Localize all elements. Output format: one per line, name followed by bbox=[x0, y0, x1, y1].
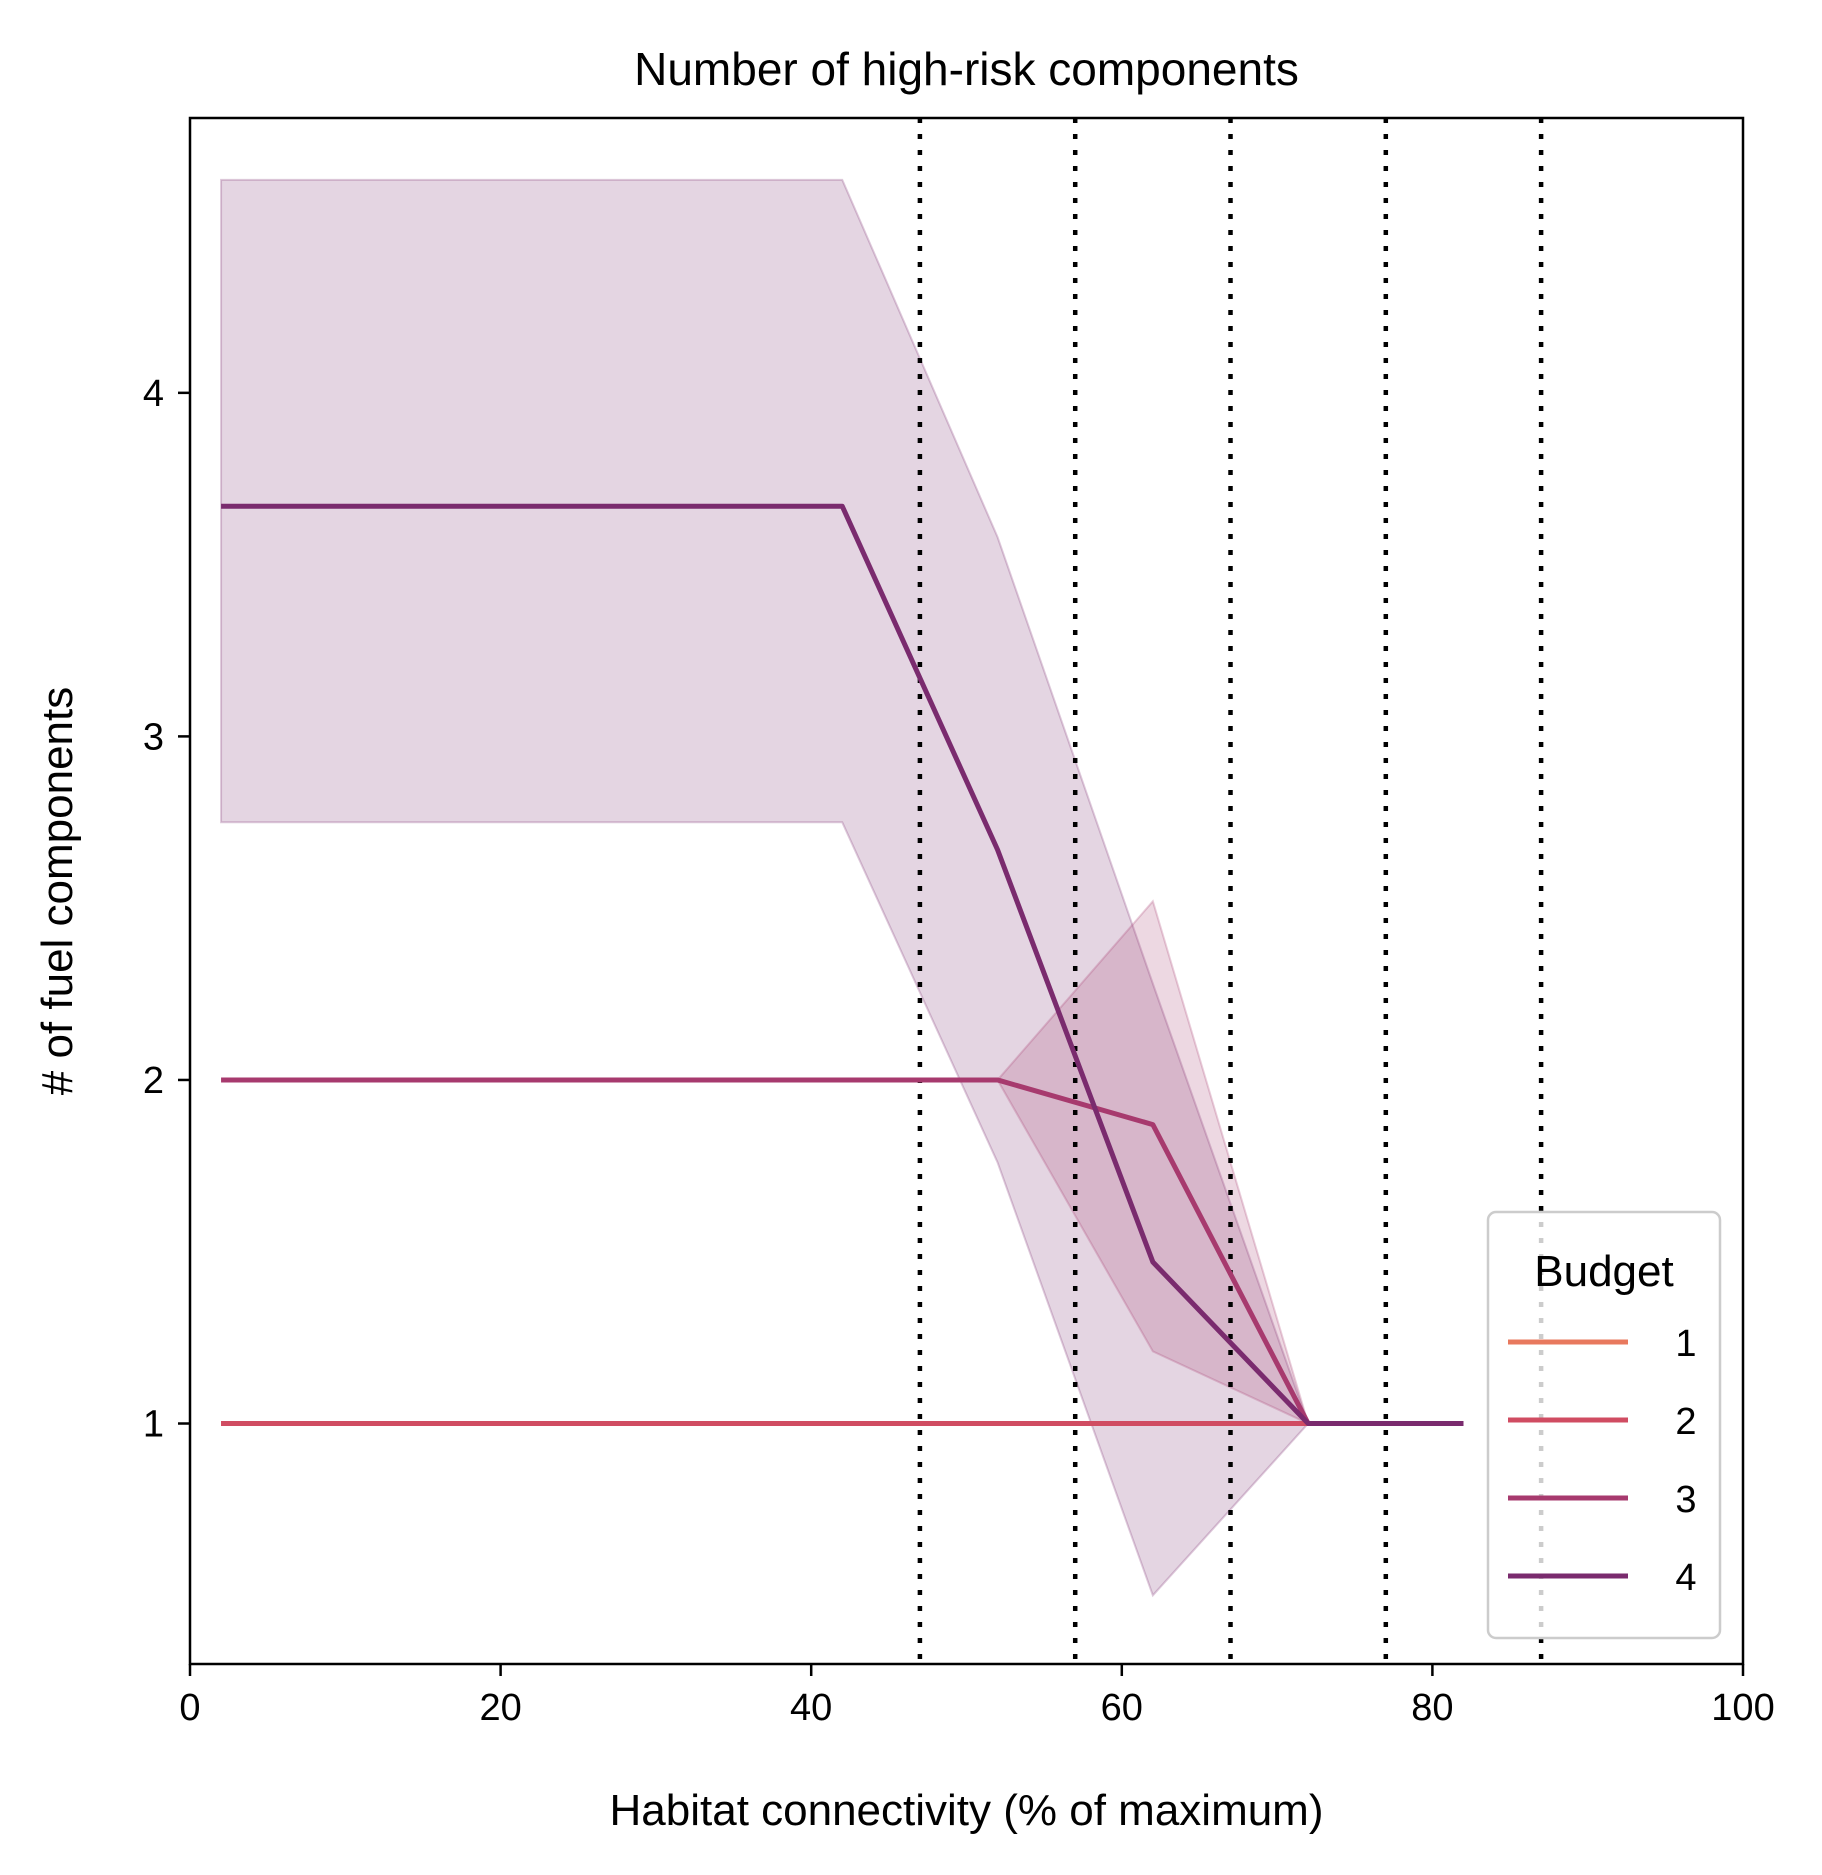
chart-title: Number of high-risk components bbox=[634, 43, 1299, 95]
series-lines bbox=[221, 503, 1464, 1427]
x-tick-label: 20 bbox=[479, 1687, 521, 1729]
y-tick-label: 2 bbox=[143, 1060, 164, 1102]
x-tick-label: 0 bbox=[179, 1687, 200, 1729]
legend-label-3: 3 bbox=[1675, 1479, 1696, 1521]
y-tick-label: 4 bbox=[143, 373, 164, 415]
x-tick-label: 80 bbox=[1411, 1687, 1453, 1729]
reference-lines bbox=[917, 118, 1544, 1664]
legend-label-2: 2 bbox=[1675, 1401, 1696, 1443]
x-tick-label: 60 bbox=[1101, 1687, 1143, 1729]
x-tick-label: 40 bbox=[790, 1687, 832, 1729]
y-tick-label: 1 bbox=[143, 1404, 164, 1446]
legend-label-4: 4 bbox=[1675, 1557, 1696, 1599]
legend: Budget 1 2 3 4 bbox=[1486, 1210, 1722, 1640]
x-axis-label: Habitat connectivity (% of maximum) bbox=[610, 1786, 1324, 1835]
line-budget-4 bbox=[221, 503, 1464, 1427]
legend-label-1: 1 bbox=[1675, 1323, 1696, 1365]
y-tick-label: 3 bbox=[143, 716, 164, 758]
y-axis-ticks: 1 2 3 4 bbox=[143, 373, 190, 1446]
x-axis-ticks: 0 20 40 60 80 100 bbox=[179, 1664, 1775, 1729]
x-tick-label: 100 bbox=[1711, 1687, 1774, 1729]
legend-items: 1 2 3 4 bbox=[1508, 1323, 1697, 1599]
y-axis-label: # of fuel components bbox=[33, 687, 82, 1095]
legend-box bbox=[1486, 1210, 1722, 1640]
plot-frame bbox=[188, 116, 1745, 1666]
legend-title: Budget bbox=[1534, 1247, 1673, 1296]
line-budget-3 bbox=[221, 1077, 1464, 1427]
